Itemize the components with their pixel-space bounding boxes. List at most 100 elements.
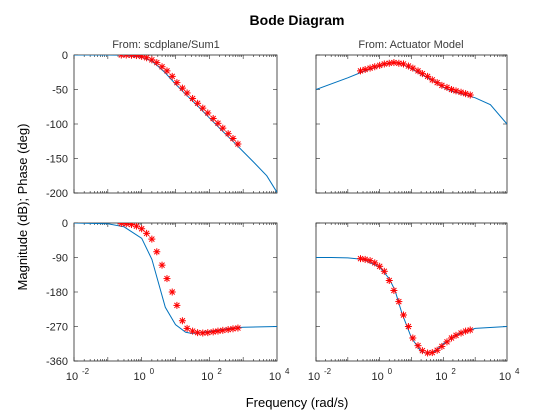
x-tick-label: 10 (269, 371, 281, 383)
data-marker (132, 223, 140, 230)
data-marker (204, 109, 212, 117)
data-marker (443, 338, 451, 346)
panel-phase-col1: 10 -2 10 0 10 2 10 4 (308, 222, 520, 383)
data-marker (209, 328, 217, 336)
data-marker (409, 334, 417, 342)
data-marker (209, 114, 217, 122)
x-tick-label: 10 (372, 371, 384, 383)
data-marker (229, 134, 237, 142)
y-tick-label: 0 (62, 218, 68, 230)
data-marker (424, 72, 432, 80)
data-marker (357, 255, 365, 263)
data-marker (214, 327, 222, 335)
panel-frame (315, 54, 508, 194)
x-tick-label-exponent: 2 (217, 367, 222, 376)
data-marker (178, 84, 186, 92)
data-marker (462, 90, 470, 98)
column-title-left: From: scdplane/Sum1 (112, 39, 220, 51)
data-marker (457, 88, 465, 96)
panel-frame (315, 222, 508, 362)
data-marker (390, 59, 398, 67)
data-marker (183, 324, 191, 332)
data-marker (414, 67, 422, 75)
data-marker (183, 89, 191, 97)
data-marker (219, 124, 227, 132)
y-tick-label: -180 (46, 287, 68, 299)
data-marker (122, 55, 130, 59)
data-marker (366, 64, 374, 72)
data-marker (409, 64, 417, 72)
x-tick-label: 10 (134, 371, 146, 383)
data-marker (163, 275, 171, 283)
data-marker (447, 334, 455, 342)
data-marker (395, 59, 403, 67)
data-marker (380, 267, 388, 275)
data-marker (189, 327, 197, 335)
data-marker (385, 277, 393, 284)
y-tick-label: 0 (62, 50, 68, 62)
data-marker (466, 326, 474, 334)
data-marker (390, 286, 398, 294)
data-marker (357, 67, 365, 75)
data-marker (138, 55, 146, 60)
data-marker (158, 261, 166, 269)
panel-data (74, 55, 277, 193)
x-tick-label: 10 (308, 371, 320, 383)
data-marker (376, 61, 384, 69)
data-marker (433, 346, 441, 354)
data-marker (380, 60, 388, 68)
panel-magnitude-col0: 0 -50 -100 -150 -200 (46, 50, 278, 200)
response-line (74, 223, 277, 334)
data-marker (224, 326, 232, 334)
data-marker (204, 329, 212, 337)
data-marker (466, 91, 474, 99)
data-marker (138, 225, 146, 233)
panel-magnitude-col1 (315, 54, 508, 194)
data-marker (189, 94, 197, 102)
data-marker (132, 55, 140, 60)
data-marker (399, 311, 407, 319)
data-marker (371, 259, 379, 267)
x-tick-label-exponent: 0 (150, 367, 155, 376)
column-title-right: From: Actuator Model (358, 39, 463, 51)
data-marker (122, 223, 130, 228)
chart-title: Bode Diagram (250, 12, 345, 28)
data-marker (148, 56, 156, 64)
data-marker (168, 288, 176, 296)
data-marker (143, 229, 151, 237)
data-marker (395, 298, 403, 306)
data-marker (153, 59, 161, 67)
x-tick-label-exponent: 4 (285, 367, 290, 376)
data-marker (462, 327, 470, 335)
data-marker (127, 223, 135, 229)
panel-frame (73, 54, 278, 194)
data-marker (234, 140, 242, 148)
data-marker (199, 104, 207, 112)
y-tick-label: -200 (46, 188, 68, 200)
data-marker (178, 317, 186, 325)
panel-phase-col0: 0 -90 -180 -270 -360 10 -2 10 0 10 2 10 4 (46, 218, 290, 383)
x-tick-label: 10 (435, 371, 447, 383)
data-marker (153, 248, 161, 256)
x-tick-label: 10 (201, 371, 213, 383)
y-tick-label: -150 (46, 154, 68, 166)
data-marker (117, 55, 125, 59)
data-marker (447, 86, 455, 93)
data-marker (376, 262, 384, 270)
data-marker (163, 67, 171, 75)
panel-data (316, 255, 507, 357)
y-tick-label: -270 (46, 322, 68, 334)
x-tick-label-exponent: -2 (324, 367, 332, 376)
data-marker (168, 72, 176, 80)
data-marker (433, 79, 441, 87)
y-tick-label: -90 (52, 253, 68, 265)
data-marker (438, 342, 446, 350)
data-marker (404, 323, 412, 330)
x-tick-label: 10 (499, 371, 511, 383)
y-tick-label: -360 (46, 356, 68, 368)
data-marker (418, 70, 426, 78)
x-tick-label-exponent: 0 (388, 367, 393, 376)
data-marker (452, 87, 460, 95)
